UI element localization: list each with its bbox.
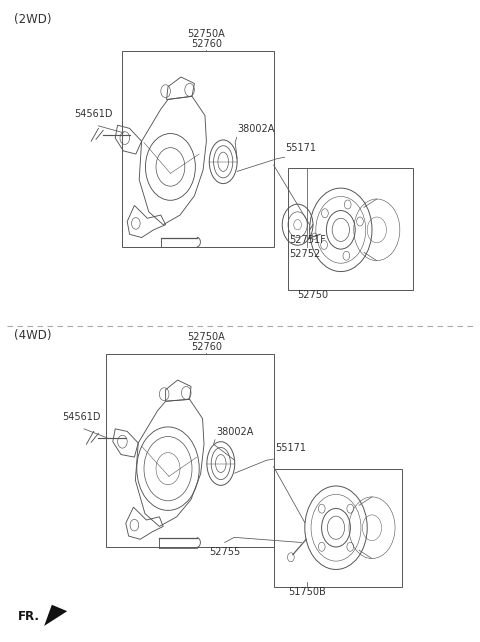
Bar (288, 168, 413, 290)
Text: 52750A: 52750A (188, 331, 225, 342)
Text: 55171: 55171 (286, 143, 317, 153)
Text: 51750B: 51750B (288, 587, 326, 598)
Text: 52760: 52760 (191, 39, 222, 49)
Text: (2WD): (2WD) (14, 13, 52, 26)
Text: 52760: 52760 (191, 342, 222, 352)
Text: 52750: 52750 (298, 290, 329, 300)
Bar (106, 354, 274, 547)
Text: FR.: FR. (18, 610, 40, 623)
Text: 52751F: 52751F (289, 235, 326, 245)
Text: 52752: 52752 (289, 249, 320, 259)
Text: 54561D: 54561D (74, 108, 113, 119)
Text: 38002A: 38002A (216, 426, 253, 437)
Text: 38002A: 38002A (238, 123, 275, 134)
Text: 52750A: 52750A (188, 28, 225, 39)
Bar (274, 469, 402, 587)
Text: 52755: 52755 (209, 547, 240, 557)
Text: 55171: 55171 (275, 442, 306, 453)
Text: (4WD): (4WD) (14, 329, 52, 342)
Text: 54561D: 54561D (62, 412, 101, 422)
Bar (122, 51, 274, 247)
Polygon shape (44, 605, 67, 626)
